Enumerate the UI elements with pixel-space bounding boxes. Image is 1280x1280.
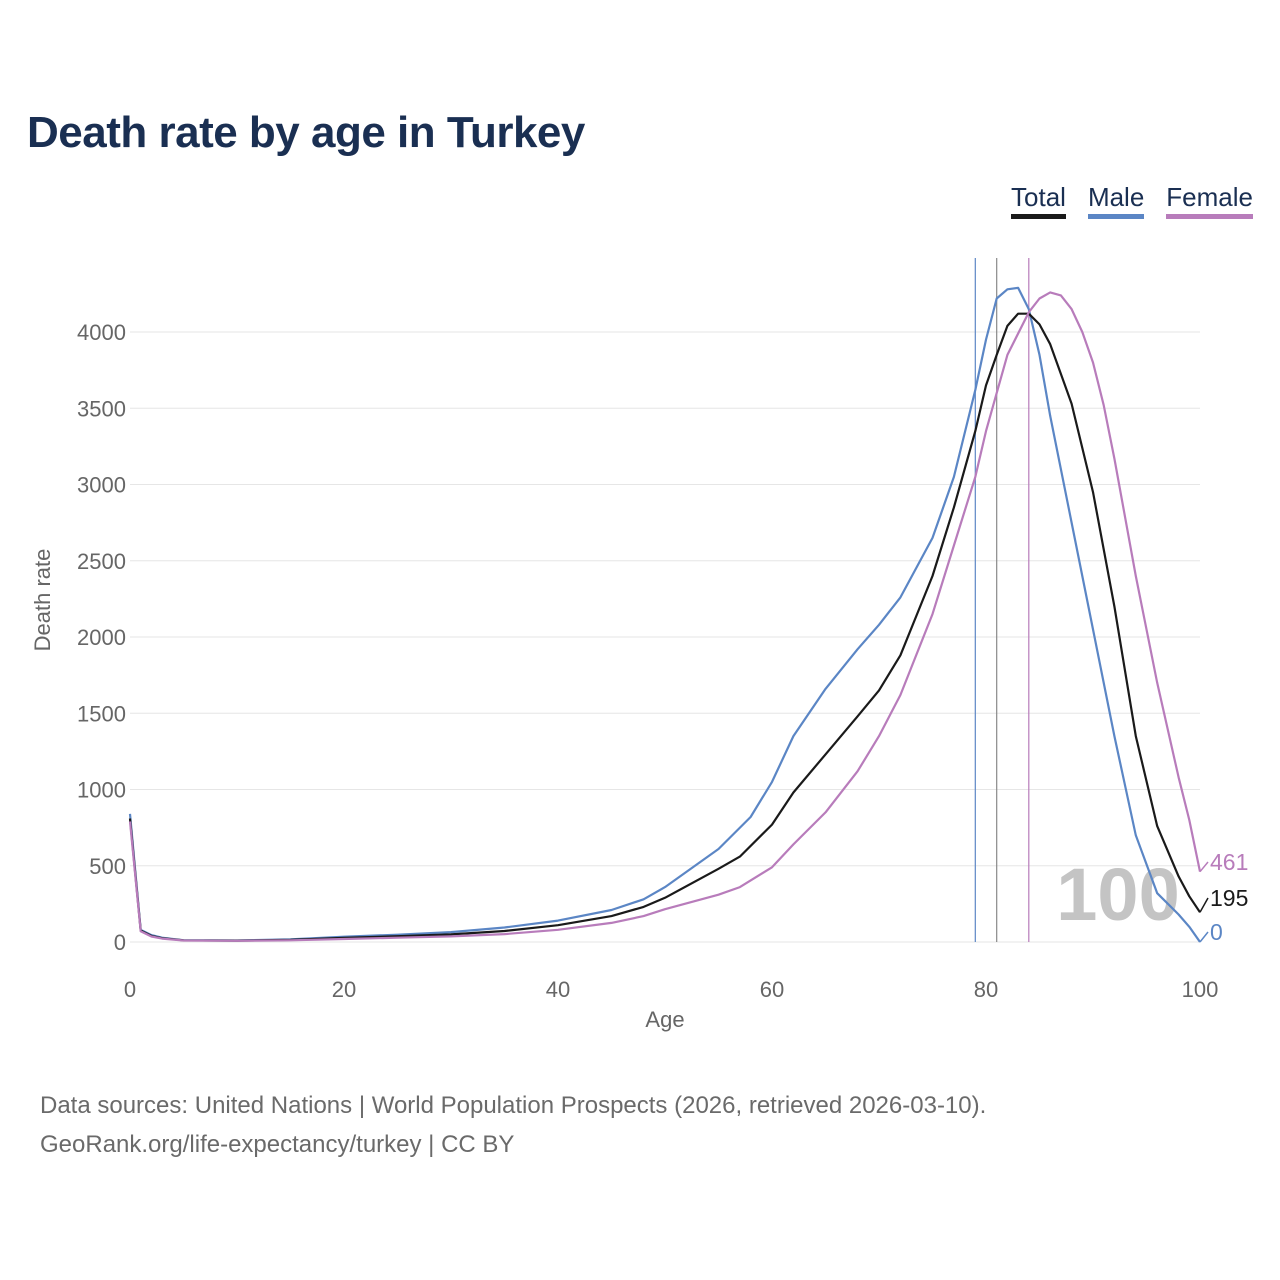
x-tick-label: 20 [332, 977, 356, 1002]
end-label-tick [1199, 931, 1209, 943]
x-tick-label: 80 [974, 977, 998, 1002]
series-line-male[interactable] [128, 286, 1201, 943]
y-tick-label: 2500 [77, 549, 126, 574]
y-tick-label: 2000 [77, 625, 126, 650]
end-label-male: 0 [1210, 919, 1223, 945]
footer: Data sources: United Nations | World Pop… [40, 1086, 986, 1164]
legend-item-total[interactable]: Total [1011, 182, 1066, 219]
y-axis-label: Death rate [30, 549, 55, 652]
y-tick-label: 1500 [77, 701, 126, 726]
vertical-markers [974, 258, 1030, 942]
end-label-female: 461 [1210, 849, 1248, 875]
footer-link[interactable]: GeoRank.org/life-expectancy/turkey | CC … [40, 1131, 515, 1158]
end-label-total: 195 [1210, 885, 1248, 911]
y-tick-label: 4000 [77, 320, 126, 345]
legend-item-male[interactable]: Male [1087, 182, 1145, 219]
series-line-total[interactable] [128, 312, 1201, 942]
y-tick-label: 500 [89, 854, 126, 879]
y-tick-label: 0 [114, 930, 126, 955]
x-tick-label: 100 [1182, 977, 1219, 1002]
x-tick-label: 60 [760, 977, 784, 1002]
legend: Total Male Female [1011, 182, 1253, 219]
x-tick-label: 40 [546, 977, 570, 1002]
x-tick-label: 0 [124, 977, 136, 1002]
chart-title: Death rate by age in Turkey [27, 108, 585, 157]
end-labels: 461 195 0 [1199, 849, 1248, 945]
y-tick-label: 3000 [77, 473, 126, 498]
end-label-tick [1199, 861, 1209, 873]
y-tick-label: 1000 [77, 778, 126, 803]
legend-item-female[interactable]: Female [1166, 182, 1253, 219]
x-axis-ticks: 0 20 40 60 80 100 [124, 977, 1218, 1002]
y-tick-label: 3500 [77, 396, 126, 421]
x-axis-label: Age [645, 1007, 684, 1032]
year-watermark: 100 [1056, 853, 1179, 936]
y-axis-ticks: 0 500 1000 1500 2000 2500 3000 3500 4000 [77, 320, 126, 955]
grid [130, 331, 1200, 943]
footer-source: Data sources: United Nations | World Pop… [40, 1092, 987, 1119]
series-lines [128, 286, 1202, 943]
end-label-tick [1199, 897, 1209, 913]
series-line-female[interactable] [128, 291, 1202, 942]
